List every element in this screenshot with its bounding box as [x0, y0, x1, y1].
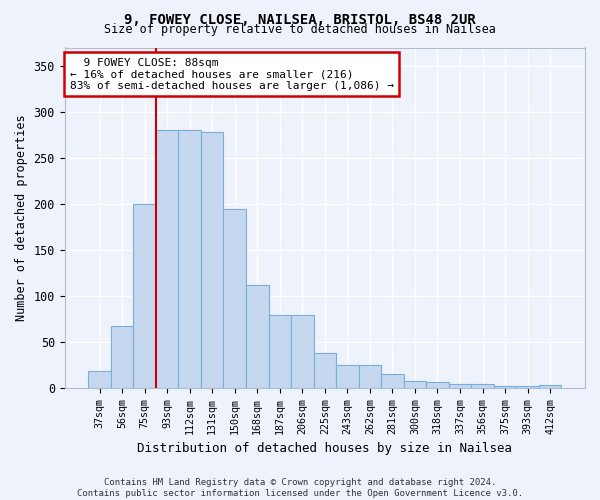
Bar	[539, 385, 562, 388]
Y-axis label: Number of detached properties: Number of detached properties	[15, 114, 28, 321]
Bar	[223, 208, 246, 388]
Bar	[111, 326, 133, 388]
Text: Size of property relative to detached houses in Nailsea: Size of property relative to detached ho…	[104, 22, 496, 36]
Bar	[471, 384, 494, 388]
Bar	[201, 132, 223, 388]
Text: 9 FOWEY CLOSE: 88sqm  
← 16% of detached houses are smaller (216)
83% of semi-de: 9 FOWEY CLOSE: 88sqm ← 16% of detached h…	[70, 58, 394, 91]
Bar	[336, 365, 359, 388]
Bar	[88, 372, 111, 388]
Bar	[359, 365, 381, 388]
Bar	[381, 374, 404, 388]
Bar	[516, 386, 539, 388]
X-axis label: Distribution of detached houses by size in Nailsea: Distribution of detached houses by size …	[137, 442, 512, 455]
Bar	[291, 316, 314, 388]
Bar	[494, 386, 516, 388]
Bar	[246, 285, 269, 388]
Bar	[156, 130, 178, 388]
Bar	[449, 384, 471, 388]
Bar	[133, 204, 156, 388]
Bar	[404, 380, 426, 388]
Bar	[314, 353, 336, 388]
Bar	[269, 316, 291, 388]
Bar	[426, 382, 449, 388]
Text: Contains HM Land Registry data © Crown copyright and database right 2024.
Contai: Contains HM Land Registry data © Crown c…	[77, 478, 523, 498]
Bar	[178, 130, 201, 388]
Text: 9, FOWEY CLOSE, NAILSEA, BRISTOL, BS48 2UR: 9, FOWEY CLOSE, NAILSEA, BRISTOL, BS48 2…	[124, 12, 476, 26]
